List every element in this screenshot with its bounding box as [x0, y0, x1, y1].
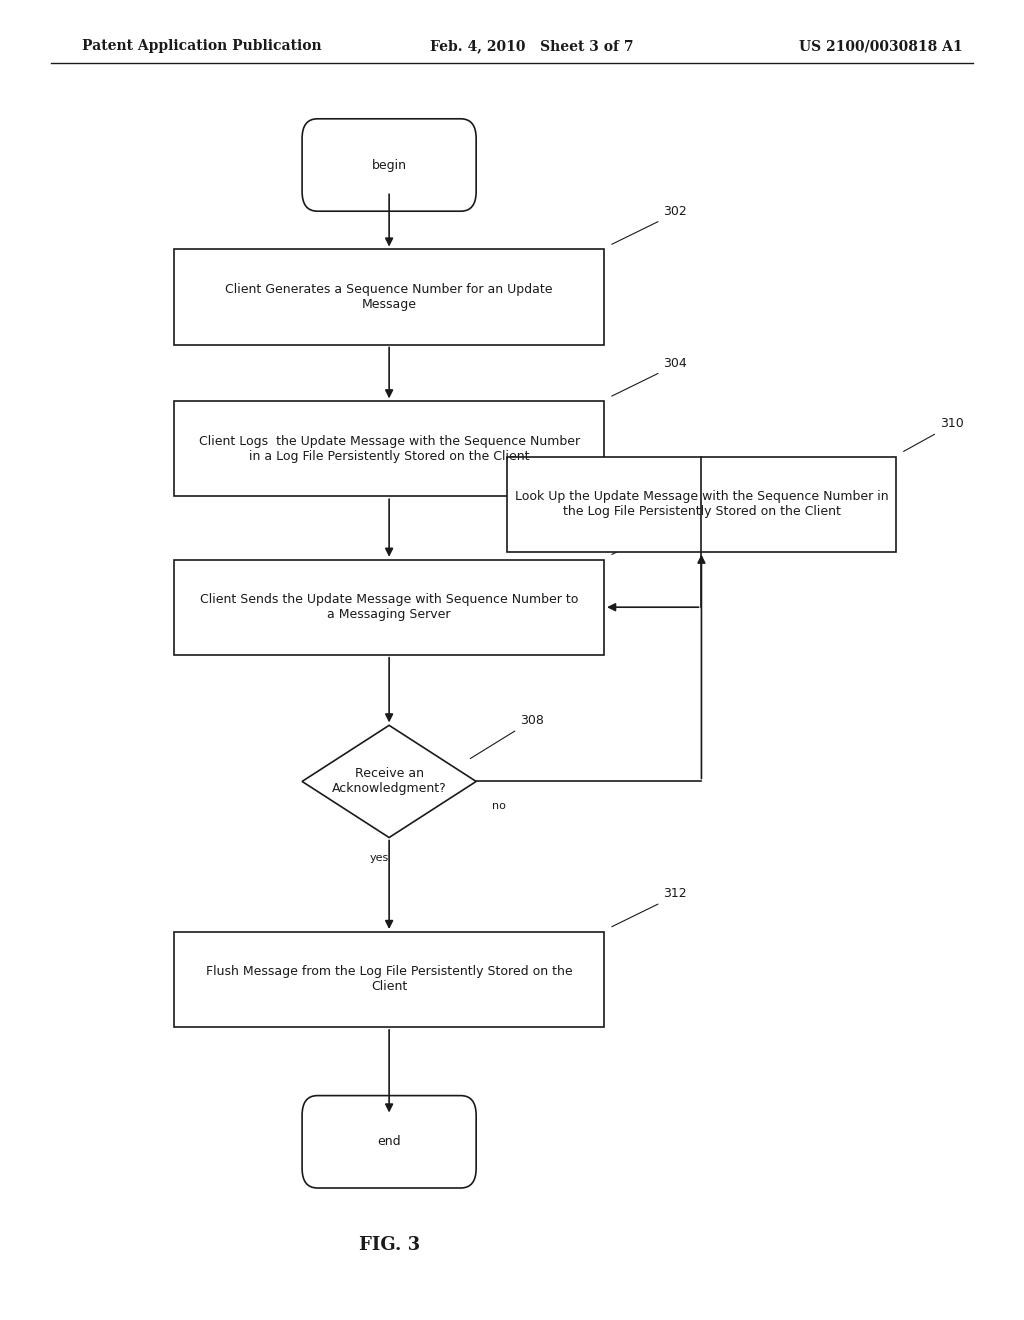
- Text: Client Sends the Update Message with Sequence Number to
a Messaging Server: Client Sends the Update Message with Seq…: [200, 593, 579, 622]
- Text: 312: 312: [664, 887, 687, 900]
- Text: begin: begin: [372, 158, 407, 172]
- FancyBboxPatch shape: [174, 249, 604, 345]
- Text: Look Up the Update Message with the Sequence Number in
the Log File Persistently: Look Up the Update Message with the Sequ…: [515, 490, 888, 519]
- Text: FIG. 3: FIG. 3: [358, 1236, 420, 1254]
- FancyBboxPatch shape: [507, 457, 896, 552]
- Text: 306: 306: [664, 515, 687, 528]
- Text: 304: 304: [664, 356, 687, 370]
- Text: Receive an
Acknowledgment?: Receive an Acknowledgment?: [332, 767, 446, 796]
- Text: Patent Application Publication: Patent Application Publication: [82, 40, 322, 53]
- Text: 308: 308: [520, 714, 544, 727]
- FancyBboxPatch shape: [302, 119, 476, 211]
- FancyBboxPatch shape: [302, 1096, 476, 1188]
- Text: Client Generates a Sequence Number for an Update
Message: Client Generates a Sequence Number for a…: [225, 282, 553, 312]
- Polygon shape: [302, 726, 476, 838]
- Text: 302: 302: [664, 205, 687, 218]
- Text: end: end: [377, 1135, 401, 1148]
- Text: US 2100/0030818 A1: US 2100/0030818 A1: [799, 40, 963, 53]
- Text: Client Logs  the Update Message with the Sequence Number
in a Log File Persisten: Client Logs the Update Message with the …: [199, 434, 580, 463]
- Text: Flush Message from the Log File Persistently Stored on the
Client: Flush Message from the Log File Persiste…: [206, 965, 572, 994]
- FancyBboxPatch shape: [174, 401, 604, 496]
- Text: yes: yes: [370, 854, 388, 863]
- Text: Feb. 4, 2010   Sheet 3 of 7: Feb. 4, 2010 Sheet 3 of 7: [430, 40, 634, 53]
- Text: no: no: [492, 801, 506, 812]
- FancyBboxPatch shape: [174, 932, 604, 1027]
- Text: 310: 310: [940, 417, 964, 430]
- FancyBboxPatch shape: [174, 560, 604, 655]
